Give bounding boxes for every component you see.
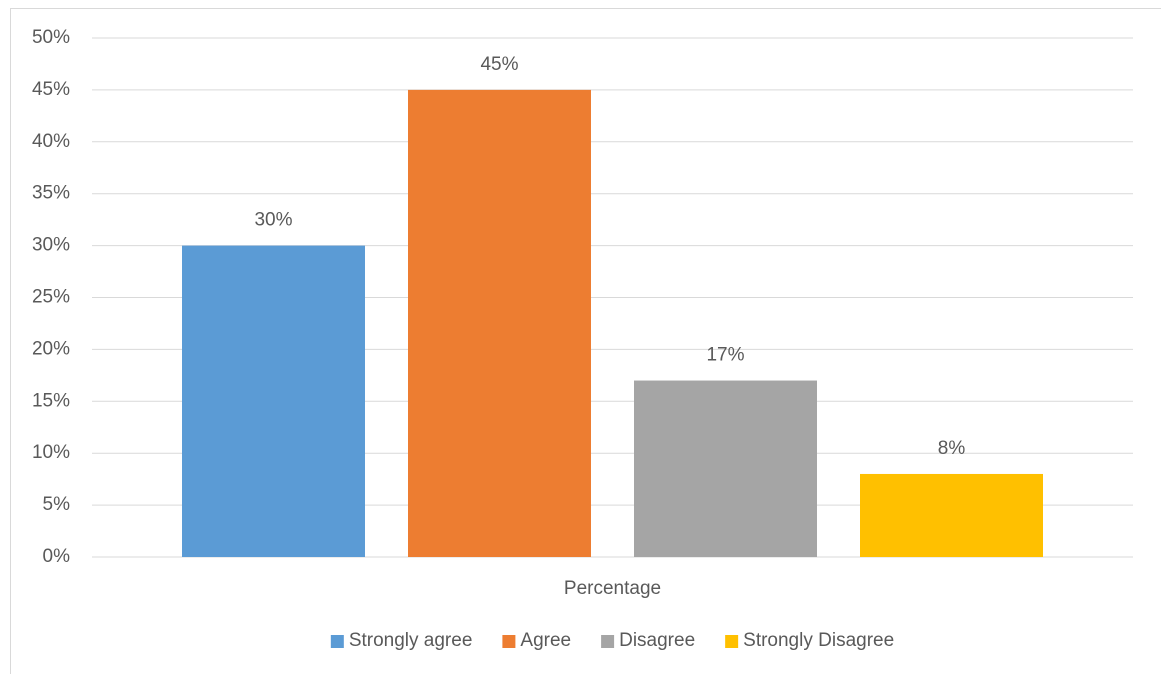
data-label: 45% [480, 54, 518, 75]
x-tick-label: Percentage [564, 578, 661, 599]
y-tick-label: 50% [32, 27, 70, 48]
legend-label: Strongly Disagree [743, 630, 894, 651]
legend-label: Agree [520, 630, 571, 651]
chart-frame [10, 8, 1161, 674]
data-label: 8% [938, 438, 966, 459]
legend-label: Disagree [619, 630, 695, 651]
legend-swatch [601, 635, 615, 648]
y-tick-label: 15% [32, 390, 70, 411]
y-tick-label: 30% [32, 235, 70, 256]
data-label: 30% [254, 210, 292, 231]
legend-label: Strongly agree [349, 630, 473, 651]
y-tick-label: 20% [32, 338, 70, 359]
y-tick-label: 35% [32, 183, 70, 204]
bar [408, 89, 591, 558]
y-tick-label: 10% [32, 442, 70, 463]
bar [634, 380, 817, 557]
y-tick-label: 0% [43, 546, 71, 567]
bar [860, 473, 1043, 557]
y-tick-label: 5% [43, 494, 71, 515]
legend-swatch [725, 635, 739, 648]
y-tick-label: 25% [32, 287, 70, 308]
legend-swatch [330, 635, 344, 648]
legend-swatch [502, 635, 516, 648]
y-tick-label: 45% [32, 79, 70, 100]
y-tick-label: 40% [32, 131, 70, 152]
data-label: 17% [706, 345, 744, 366]
bar [182, 245, 365, 557]
